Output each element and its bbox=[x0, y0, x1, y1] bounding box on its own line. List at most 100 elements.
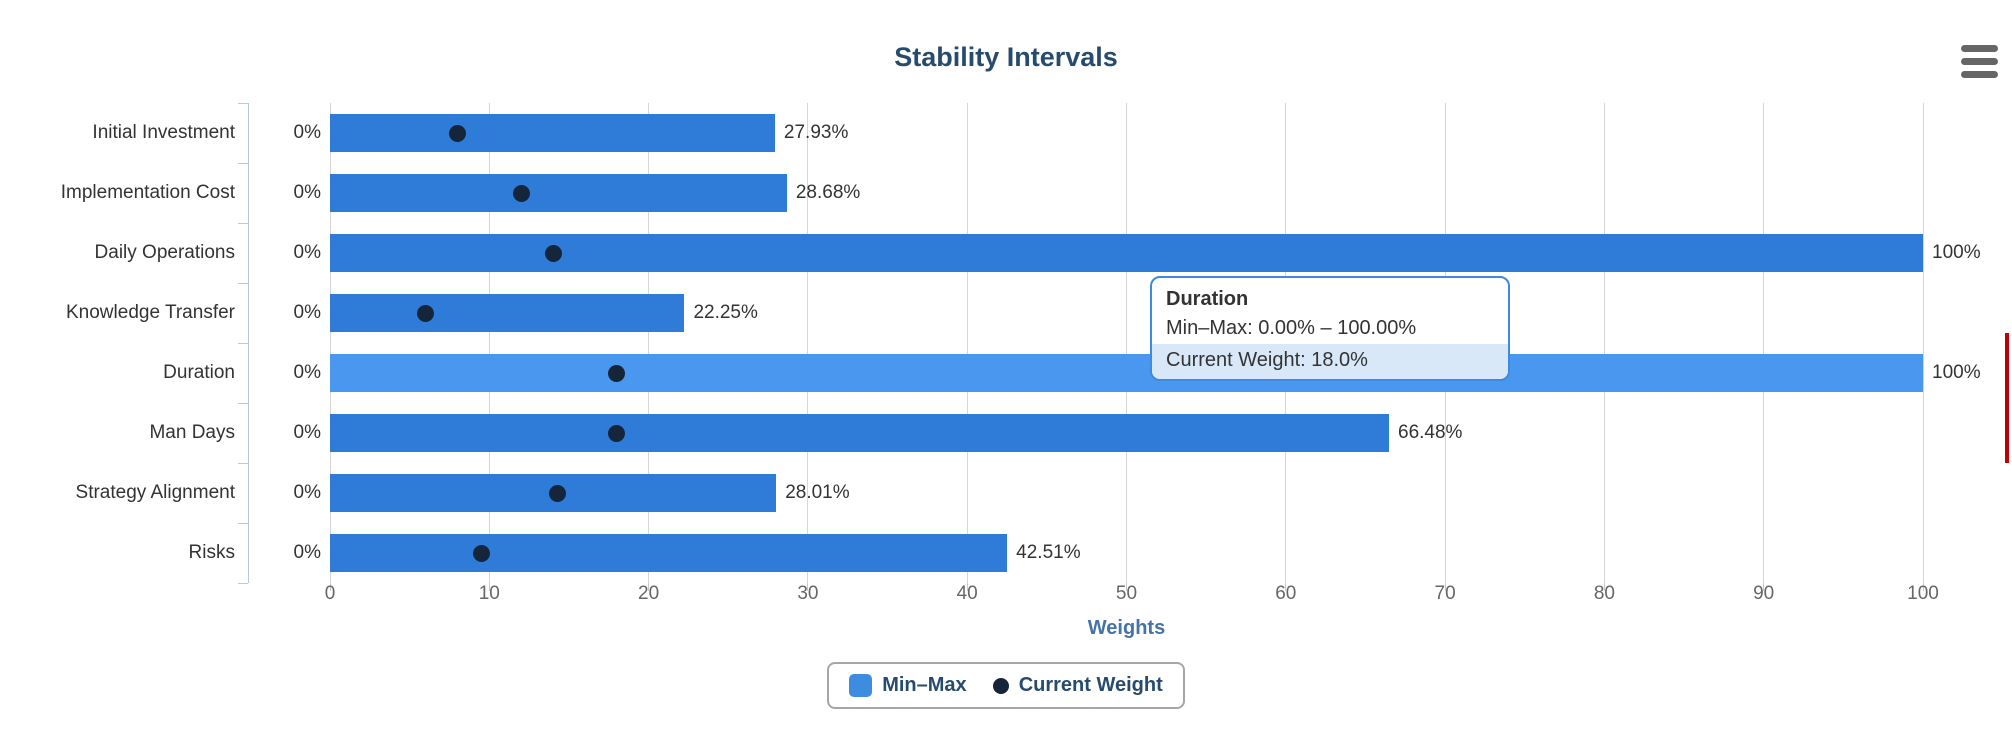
category-axis-tick bbox=[238, 403, 248, 404]
current-weight-dot[interactable] bbox=[417, 304, 435, 322]
x-axis-tick bbox=[807, 583, 809, 591]
legend-label: Min–Max bbox=[882, 674, 967, 696]
current-weight-dot[interactable] bbox=[544, 244, 562, 262]
gridline bbox=[1603, 103, 1605, 583]
chart-context-menu-button[interactable] bbox=[1959, 44, 1999, 80]
x-axis-tick-label: 40 bbox=[956, 583, 978, 604]
gridline bbox=[648, 103, 650, 583]
x-axis-tick bbox=[488, 583, 490, 591]
legend-box: Min–Max Current Weight bbox=[827, 662, 1185, 709]
category-label: Man Days bbox=[149, 422, 235, 443]
current-weight-dot[interactable] bbox=[549, 484, 567, 502]
category-label: Duration bbox=[163, 362, 235, 383]
x-axis-tick bbox=[1444, 583, 1446, 591]
category-axis-tick bbox=[238, 523, 248, 524]
bar-max-label: 42.51% bbox=[1016, 542, 1081, 563]
x-axis-tick-label: 0 bbox=[324, 583, 336, 604]
range-bar[interactable] bbox=[330, 114, 775, 152]
bar-min-label: 0% bbox=[293, 482, 321, 503]
x-axis-tick-label: 80 bbox=[1593, 583, 1615, 604]
bar-max-label: 66.48% bbox=[1398, 422, 1463, 443]
category-axis-tick bbox=[238, 163, 248, 164]
x-axis-tick bbox=[1922, 583, 1924, 591]
bar-min-label: 0% bbox=[293, 422, 321, 443]
category-axis-line bbox=[248, 103, 249, 583]
category-label: Daily Operations bbox=[94, 242, 235, 263]
gridline bbox=[966, 103, 968, 583]
category-label: Risks bbox=[188, 542, 235, 563]
hamburger-icon bbox=[1961, 58, 1998, 65]
current-weight-dot[interactable] bbox=[608, 364, 626, 382]
x-axis-tick-label: 20 bbox=[638, 583, 660, 604]
x-axis-tick bbox=[648, 583, 650, 591]
tooltip-minmax-line: Min–Max: 0.00% – 100.00% bbox=[1166, 317, 1417, 339]
x-axis-tick-label: 50 bbox=[1115, 583, 1138, 604]
x-axis-tick bbox=[966, 583, 968, 591]
category-axis-tick bbox=[238, 283, 248, 284]
tooltip: Duration Min–Max: 0.00% – 100.00% Curren… bbox=[1150, 276, 1510, 381]
current-weight-dot[interactable] bbox=[512, 184, 530, 202]
category-label: Knowledge Transfer bbox=[66, 302, 235, 323]
category-axis-tick bbox=[238, 583, 248, 584]
category-label: Implementation Cost bbox=[60, 182, 235, 203]
bar-min-label: 0% bbox=[293, 122, 321, 143]
current-weight-dot[interactable] bbox=[472, 544, 490, 562]
category-axis-tick bbox=[238, 223, 248, 224]
x-axis-tick-label: 10 bbox=[478, 583, 500, 604]
bar-min-label: 0% bbox=[293, 362, 321, 383]
x-axis-tick-label: 60 bbox=[1275, 583, 1297, 604]
range-bar[interactable] bbox=[330, 354, 1923, 392]
current-weight-dot[interactable] bbox=[608, 424, 626, 442]
bar-max-label: 27.93% bbox=[783, 122, 849, 143]
right-edge-marker bbox=[2005, 333, 2009, 463]
gridline bbox=[329, 103, 331, 583]
category-axis-tick bbox=[238, 463, 248, 464]
x-axis-tick-label: 90 bbox=[1753, 583, 1775, 604]
x-axis-tick bbox=[329, 583, 331, 591]
gridline bbox=[1922, 103, 1924, 583]
gridline bbox=[1763, 103, 1765, 583]
gridline bbox=[488, 103, 490, 583]
range-bar[interactable] bbox=[330, 234, 1923, 272]
gridline bbox=[807, 103, 809, 583]
hamburger-icon bbox=[1961, 45, 1998, 52]
bar-min-label: 0% bbox=[293, 182, 321, 203]
category-label: Initial Investment bbox=[92, 122, 235, 143]
bar-max-label: 22.25% bbox=[693, 302, 758, 323]
tooltip-title: Duration bbox=[1166, 288, 1249, 310]
x-axis-tick bbox=[1126, 583, 1127, 591]
bar-min-label: 0% bbox=[293, 302, 321, 323]
current-weight-dot[interactable] bbox=[448, 124, 466, 142]
legend-item-current-weight[interactable]: Current Weight bbox=[992, 674, 1163, 697]
gridline bbox=[1126, 103, 1127, 583]
category-axis-tick bbox=[238, 103, 248, 104]
bar-min-label: 0% bbox=[293, 542, 321, 563]
x-axis-tick-label: 30 bbox=[797, 583, 819, 604]
range-bar[interactable] bbox=[330, 534, 1008, 572]
chart-title: Stability Intervals bbox=[894, 42, 1118, 72]
bar-max-label: 100% bbox=[1932, 242, 1981, 263]
x-axis-title: Weights bbox=[1087, 617, 1166, 639]
x-axis-tick bbox=[1763, 583, 1765, 591]
minmax-swatch-icon bbox=[849, 674, 873, 697]
category-label: Strategy Alignment bbox=[75, 482, 235, 503]
range-bar[interactable] bbox=[330, 414, 1390, 452]
legend-label: Current Weight bbox=[1018, 674, 1163, 696]
bar-min-label: 0% bbox=[293, 242, 321, 263]
bar-max-label: 100% bbox=[1932, 362, 1981, 383]
legend-item-minmax[interactable]: Min–Max bbox=[849, 674, 967, 697]
x-axis-tick bbox=[1603, 583, 1605, 591]
current-weight-dot-icon bbox=[992, 677, 1009, 694]
bar-max-label: 28.68% bbox=[795, 182, 861, 203]
range-bar[interactable] bbox=[330, 294, 685, 332]
range-bar[interactable] bbox=[330, 174, 787, 212]
hamburger-icon bbox=[1961, 71, 1998, 78]
x-axis-tick-label: 100 bbox=[1907, 583, 1939, 604]
x-axis-tick bbox=[1285, 583, 1287, 591]
category-axis-tick bbox=[238, 343, 248, 344]
tooltip-current-weight-line: Current Weight: 18.0% bbox=[1152, 344, 1508, 379]
bar-max-label: 28.01% bbox=[785, 482, 850, 503]
legend: Min–Max Current Weight bbox=[0, 662, 2012, 709]
